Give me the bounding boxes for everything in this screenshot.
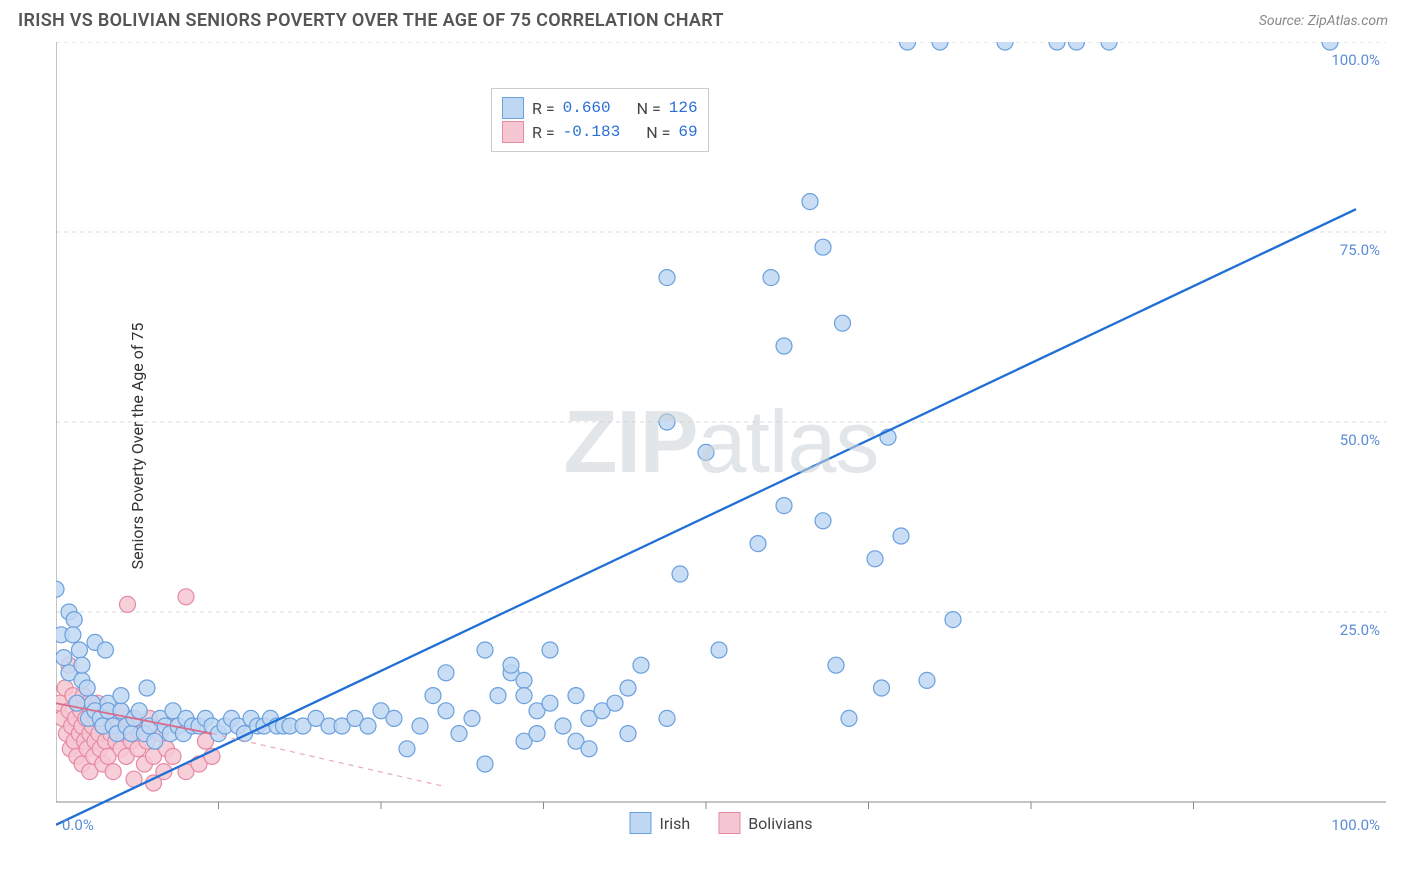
legend-row-bolivians: R = -0.183 N = 69 <box>502 121 698 143</box>
legend-label-irish: Irish <box>659 814 690 833</box>
chart-area: ZIPatlas R = 0.660 N = 126 R = -0.183 N … <box>56 42 1386 842</box>
scatter-plot <box>56 42 1386 842</box>
x-tick-origin: 0.0% <box>62 816 94 834</box>
legend-label-bolivians: Bolivians <box>748 814 812 833</box>
bolivians-r-value: -0.183 <box>563 123 621 141</box>
y-tick-label: 100.0% <box>1331 51 1380 69</box>
chart-title: IRISH VS BOLIVIAN SENIORS POVERTY OVER T… <box>18 10 724 31</box>
y-tick-label: 25.0% <box>1340 621 1380 639</box>
y-tick-label: 50.0% <box>1340 431 1380 449</box>
correlation-legend: R = 0.660 N = 126 R = -0.183 N = 69 <box>491 88 709 152</box>
legend-swatch-irish-icon <box>629 812 651 834</box>
chart-header: IRISH VS BOLIVIAN SENIORS POVERTY OVER T… <box>0 0 1406 35</box>
bolivians-n-value: 69 <box>678 123 697 141</box>
legend-swatch-bolivians <box>502 121 524 143</box>
irish-n-value: 126 <box>669 99 698 117</box>
y-tick-label: 75.0% <box>1340 241 1380 259</box>
x-tick-end: 100.0% <box>1331 816 1380 834</box>
legend-row-irish: R = 0.660 N = 126 <box>502 97 698 119</box>
legend-swatch-irish <box>502 97 524 119</box>
series-legend: Irish Bolivians <box>629 812 812 834</box>
legend-swatch-bolivians-icon <box>718 812 740 834</box>
irish-r-value: 0.660 <box>563 99 611 117</box>
chart-source: Source: ZipAtlas.com <box>1259 13 1388 29</box>
legend-item-irish: Irish <box>629 812 690 834</box>
legend-item-bolivians: Bolivians <box>718 812 812 834</box>
